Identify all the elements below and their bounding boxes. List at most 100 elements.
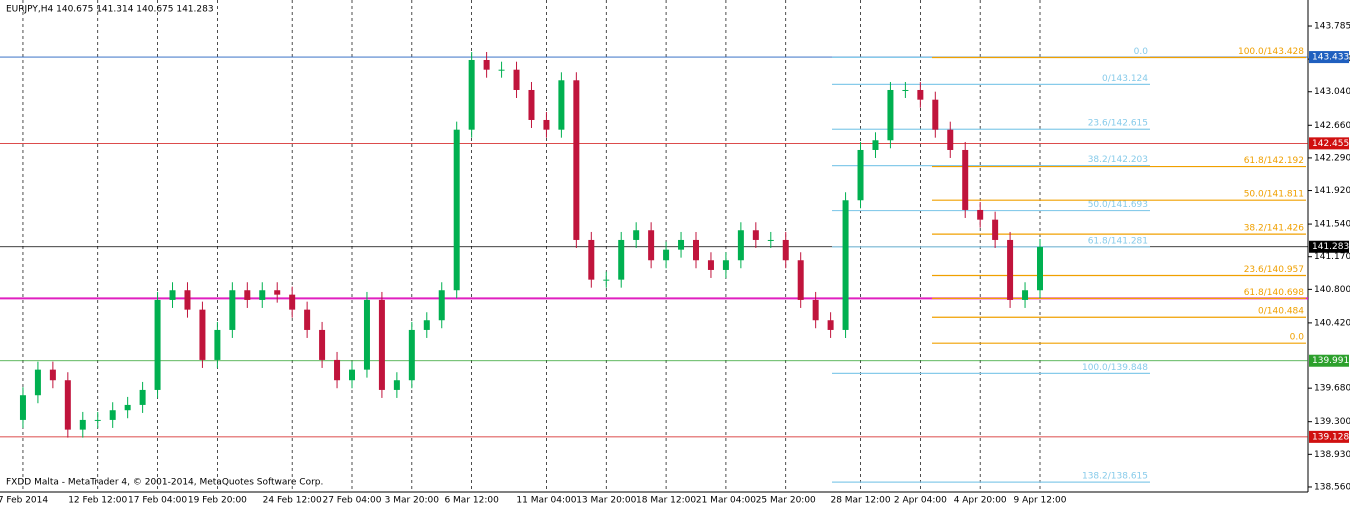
candle bbox=[154, 299, 161, 390]
fib-label: 61.8/142.192 bbox=[1244, 156, 1304, 166]
candle bbox=[64, 380, 71, 430]
x-tick-label: 28 Mar 12:00 bbox=[830, 496, 890, 506]
candle bbox=[319, 329, 326, 360]
candle bbox=[184, 290, 191, 310]
candle bbox=[633, 230, 640, 240]
candle bbox=[423, 320, 430, 330]
symbol-header: EURJPY,H4 140.675 141.314 140.675 141.28… bbox=[6, 5, 214, 15]
y-tick-label: 139.680 bbox=[1314, 384, 1350, 394]
candle bbox=[19, 395, 26, 420]
y-tick-label: 138.560 bbox=[1314, 482, 1350, 492]
candle bbox=[349, 369, 355, 381]
y-tick-label: 143.785 bbox=[1314, 22, 1350, 32]
candle bbox=[887, 89, 894, 141]
fib-label: 50.0/141.811 bbox=[1244, 190, 1304, 200]
candle bbox=[962, 149, 969, 210]
x-tick-label: 25 Mar 20:00 bbox=[756, 496, 816, 506]
candle bbox=[543, 119, 550, 130]
x-tick-label: 19 Feb 20:00 bbox=[188, 496, 247, 506]
candle bbox=[902, 89, 909, 91]
x-tick-label: 7 Feb 2014 bbox=[0, 496, 48, 506]
x-tick-label: 2 Apr 04:00 bbox=[894, 496, 947, 506]
candle bbox=[274, 290, 281, 295]
candle bbox=[259, 290, 266, 300]
price-marker-label: 143.433 bbox=[1312, 53, 1349, 63]
candle bbox=[977, 209, 984, 220]
candle bbox=[648, 230, 655, 261]
candle bbox=[992, 219, 999, 240]
y-tick-label: 139.300 bbox=[1314, 417, 1350, 427]
candle bbox=[438, 290, 445, 321]
candle bbox=[79, 419, 86, 430]
y-tick-label: 143.040 bbox=[1314, 87, 1350, 97]
candle bbox=[1007, 239, 1014, 300]
price-marker bbox=[1309, 137, 1349, 150]
x-tick-label: 27 Feb 04:00 bbox=[322, 496, 381, 506]
candle bbox=[363, 299, 370, 370]
candle bbox=[573, 80, 580, 240]
candle bbox=[737, 230, 744, 261]
fib-label: 23.6/140.957 bbox=[1244, 265, 1304, 275]
candle bbox=[782, 239, 789, 261]
x-tick-label: 12 Feb 12:00 bbox=[68, 496, 127, 506]
candle bbox=[304, 309, 311, 330]
candle bbox=[917, 89, 924, 100]
candle bbox=[334, 359, 341, 381]
candle bbox=[663, 249, 670, 261]
candle bbox=[872, 140, 879, 150]
candle bbox=[214, 329, 221, 360]
candle bbox=[722, 260, 729, 270]
price-marker-label: 142.455 bbox=[1312, 139, 1349, 149]
x-tick-label: 24 Feb 12:00 bbox=[263, 496, 322, 506]
x-tick-label: 18 Mar 12:00 bbox=[636, 496, 696, 506]
candle bbox=[947, 129, 954, 150]
price-marker bbox=[1309, 51, 1349, 64]
fib-label: 23.6/142.615 bbox=[1088, 119, 1148, 129]
y-tick-label: 141.540 bbox=[1314, 220, 1350, 230]
candle bbox=[34, 369, 41, 396]
candle bbox=[1022, 290, 1029, 300]
candle bbox=[468, 59, 475, 130]
candle bbox=[752, 230, 759, 240]
candle bbox=[842, 200, 849, 330]
candle bbox=[678, 239, 685, 250]
y-tick-label: 140.420 bbox=[1314, 318, 1350, 328]
candle bbox=[229, 290, 236, 330]
candle bbox=[408, 329, 415, 381]
fib-label: 61.8/140.698 bbox=[1244, 288, 1305, 298]
candle bbox=[857, 149, 864, 201]
candle bbox=[94, 419, 101, 421]
candle bbox=[453, 129, 460, 291]
price-marker bbox=[1309, 354, 1349, 367]
candle bbox=[812, 299, 819, 321]
candle bbox=[244, 290, 251, 300]
candle bbox=[199, 309, 206, 360]
price-marker-label: 139.991 bbox=[1312, 356, 1349, 366]
price-marker bbox=[1309, 240, 1349, 253]
candle bbox=[1037, 247, 1043, 291]
candle bbox=[169, 290, 176, 300]
fib-label: 0.0 bbox=[1134, 47, 1149, 57]
fib-label: 38.2/142.203 bbox=[1088, 155, 1148, 165]
candle bbox=[558, 80, 565, 130]
x-tick-label: 17 Feb 04:00 bbox=[128, 496, 187, 506]
y-tick-label: 142.660 bbox=[1314, 121, 1350, 131]
candle bbox=[797, 260, 804, 300]
y-tick-label: 141.920 bbox=[1314, 186, 1350, 196]
fib-label: 50.0/141.693 bbox=[1088, 200, 1148, 210]
price-marker-label: 139.128 bbox=[1312, 432, 1349, 442]
candle bbox=[603, 279, 610, 281]
candle bbox=[124, 404, 131, 411]
candle bbox=[289, 294, 296, 310]
y-tick-label: 141.170 bbox=[1314, 252, 1350, 262]
candle bbox=[139, 389, 146, 405]
x-tick-label: 9 Apr 12:00 bbox=[1014, 496, 1067, 506]
fib-label: 0.0 bbox=[1290, 333, 1305, 343]
fib-label: 38.2/141.426 bbox=[1244, 224, 1305, 234]
x-tick-label: 4 Apr 20:00 bbox=[954, 496, 1007, 506]
candle bbox=[588, 239, 595, 280]
y-tick-label: 138.930 bbox=[1314, 450, 1350, 460]
fib-label: 61.8/141.281 bbox=[1088, 236, 1148, 246]
x-tick-label: 3 Mar 20:00 bbox=[385, 496, 440, 506]
